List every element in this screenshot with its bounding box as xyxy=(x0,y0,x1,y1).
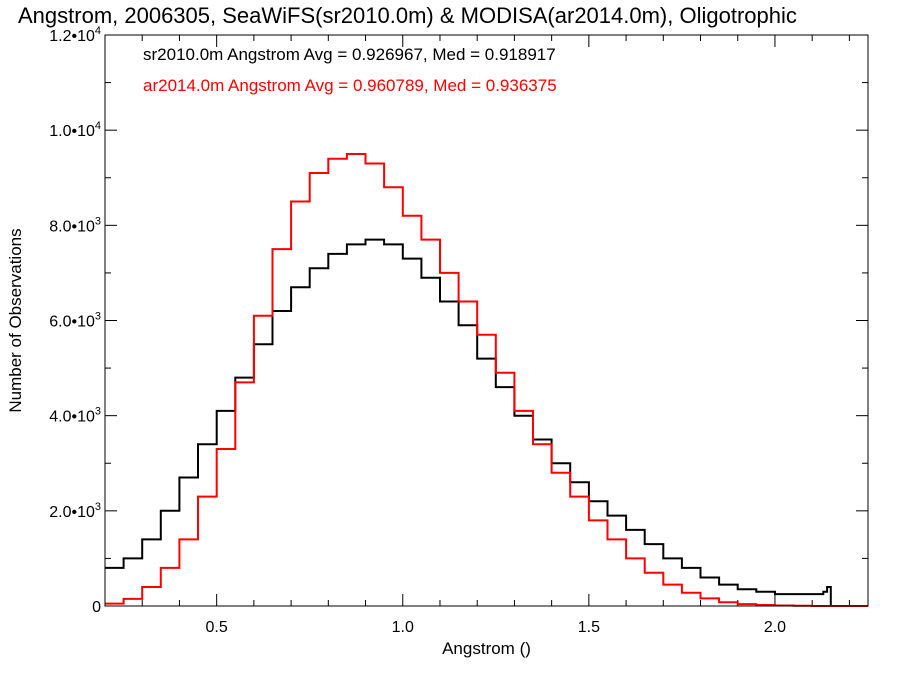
y-tick-label: 8.0•103 xyxy=(49,215,101,235)
y-tick-exponent: 3 xyxy=(95,406,101,418)
legend-entry-ar2014: ar2014.0m Angstrom Avg = 0.960789, Med =… xyxy=(143,76,557,95)
y-tick-label: 0 xyxy=(92,599,101,616)
chart-title: Angstrom, 2006305, SeaWiFS(sr2010.0m) & … xyxy=(18,3,797,28)
series-sr2010-line xyxy=(105,238,839,607)
x-tick-label: 1.5 xyxy=(578,619,600,636)
y-tick-exponent: 3 xyxy=(95,311,101,323)
y-tick-label: 1.0•104 xyxy=(49,120,101,140)
y-axis-ticks: 0 2.0•103 4.0•103 6.0•103 8.0•103 1.0•104 1.2•… xyxy=(49,25,868,616)
series-ar2014-line xyxy=(105,153,868,607)
y-tick-label: 6.0•103 xyxy=(49,311,101,331)
y-axis-label: Number of Observations xyxy=(6,228,25,412)
y-tick-label: 1.2•104 xyxy=(49,25,101,45)
x-axis-ticks: 0.5 1.0 1.5 2.0 xyxy=(141,35,850,636)
series-layer xyxy=(105,153,868,607)
legend-entry-sr2010: sr2010.0m Angstrom Avg = 0.926967, Med =… xyxy=(143,45,556,64)
x-tick-label: 0.5 xyxy=(206,619,228,636)
y-tick-label: 2.0•103 xyxy=(49,501,101,521)
y-tick-exponent: 3 xyxy=(95,215,101,227)
x-tick-label: 1.0 xyxy=(392,619,414,636)
legend: sr2010.0m Angstrom Avg = 0.926967, Med =… xyxy=(143,45,557,95)
y-tick-exponent: 3 xyxy=(95,501,101,513)
y-tick-exponent: 4 xyxy=(95,25,101,37)
plot-frame xyxy=(104,34,869,607)
y-tick-exponent: 4 xyxy=(95,120,101,132)
x-tick-label: 2.0 xyxy=(764,619,786,636)
y-tick-label: 4.0•103 xyxy=(49,406,101,426)
x-axis-label: Angstrom () xyxy=(442,639,531,658)
